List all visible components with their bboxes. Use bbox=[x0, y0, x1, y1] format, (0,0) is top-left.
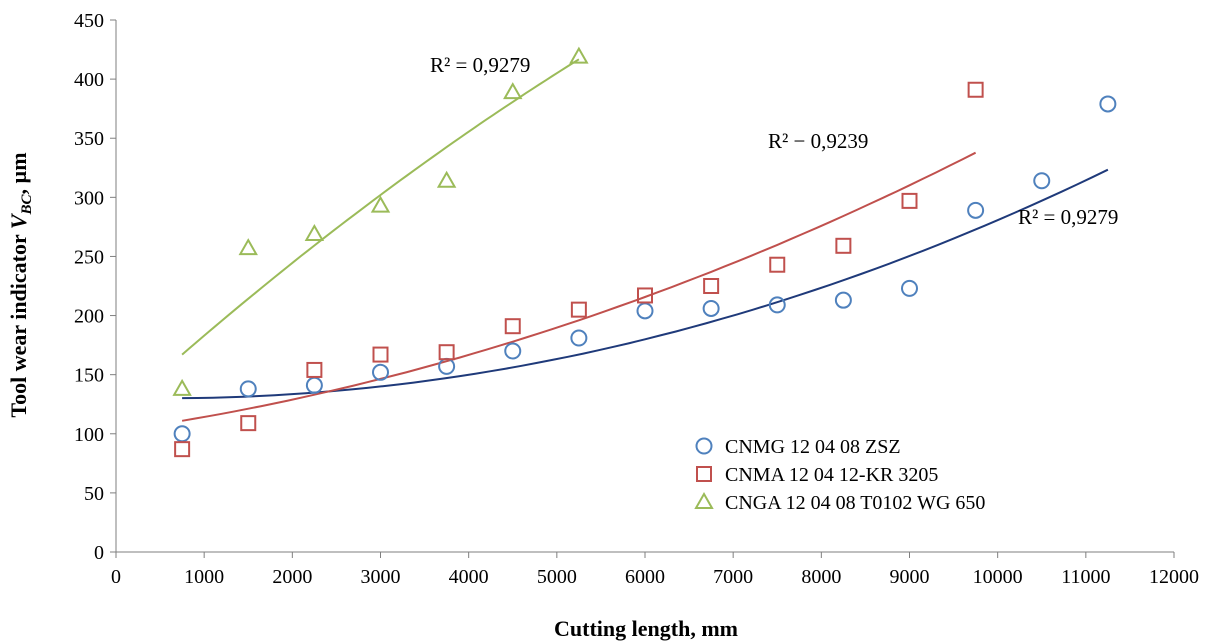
data-point-cnga bbox=[370, 195, 391, 213]
y-tick-label: 350 bbox=[74, 128, 104, 150]
x-tick-label: 2000 bbox=[272, 566, 312, 588]
data-point-cnmg bbox=[636, 302, 654, 320]
y-tick-label: 250 bbox=[74, 246, 104, 268]
y-tick-label: 150 bbox=[74, 365, 104, 387]
legend-marker-cnga bbox=[694, 491, 714, 509]
y-tick-label: 0 bbox=[94, 542, 104, 564]
data-point-cnga bbox=[172, 378, 192, 396]
trendline-cnga bbox=[181, 58, 580, 356]
x-tick-label: 6000 bbox=[625, 566, 665, 588]
data-point-cnma bbox=[769, 256, 786, 273]
legend-label-cnmg: CNMG 12 04 08 ZSZ bbox=[725, 436, 901, 458]
x-tick-label: 8000 bbox=[801, 566, 841, 588]
r2-annotation-cnmg: R² = 0,9279 bbox=[1018, 205, 1118, 229]
data-point-cnmg bbox=[504, 342, 522, 360]
r2-annotation-cnma: R² − 0,9239 bbox=[768, 129, 868, 153]
y-tick-label: 450 bbox=[74, 10, 104, 32]
legend-marker-cnmg bbox=[695, 437, 713, 455]
data-point-cnmg bbox=[372, 363, 389, 381]
data-point-cnma bbox=[372, 346, 389, 363]
data-point-cnga bbox=[503, 82, 523, 100]
data-point-cnmg bbox=[570, 329, 588, 347]
data-point-cnma bbox=[306, 361, 323, 378]
data-point-cnga bbox=[569, 46, 589, 64]
y-tick-label: 300 bbox=[74, 187, 104, 209]
data-point-cnmg bbox=[901, 279, 918, 297]
data-point-cnmg bbox=[239, 380, 257, 398]
r2-annotation-cnga: R² = 0,9279 bbox=[430, 53, 530, 77]
legend-marker-cnma bbox=[696, 466, 712, 482]
y-tick-label: 100 bbox=[74, 424, 104, 446]
data-point-cnmg bbox=[1033, 172, 1051, 190]
x-tick-label: 7000 bbox=[713, 566, 753, 588]
x-tick-label: 5000 bbox=[537, 566, 577, 588]
trendline-cnma bbox=[181, 151, 977, 422]
x-tick-label: 11000 bbox=[1061, 566, 1110, 588]
data-point-cnma bbox=[637, 287, 653, 304]
legend-label-cnga: CNGA 12 04 08 T0102 WG 650 bbox=[725, 492, 985, 514]
data-point-cnma bbox=[438, 344, 455, 361]
y-tick-label: 200 bbox=[74, 306, 104, 328]
x-tick-label: 9000 bbox=[890, 566, 930, 588]
y-tick-label: 400 bbox=[74, 69, 104, 91]
legend: CNMG 12 04 08 ZSZ CNMA 12 04 12-KR 3205 … bbox=[694, 436, 985, 514]
y-axis-title: Tool wear indicator VBC, µm bbox=[6, 152, 35, 417]
data-point-cnmg bbox=[834, 291, 852, 309]
data-point-cnma bbox=[835, 237, 852, 254]
x-tick-label: 3000 bbox=[361, 566, 401, 588]
trendline-cnmg bbox=[182, 168, 1109, 400]
data-point-cnma bbox=[504, 318, 521, 335]
x-tick-label: 12000 bbox=[1149, 566, 1199, 588]
data-point-cnga bbox=[304, 223, 325, 241]
data-point-cnmg bbox=[305, 376, 323, 394]
x-tick-label: 4000 bbox=[449, 566, 489, 588]
x-tick-label: 1000 bbox=[184, 566, 224, 588]
data-point-cnma bbox=[703, 278, 720, 294]
data-point-cnma bbox=[967, 81, 984, 98]
markers bbox=[172, 46, 1117, 458]
data-point-cnmg bbox=[173, 425, 191, 443]
data-point-cnga bbox=[238, 238, 258, 256]
data-point-cnmg bbox=[768, 296, 786, 314]
x-tick-label: 10000 bbox=[973, 566, 1023, 588]
data-point-cnma bbox=[240, 415, 257, 432]
data-point-cnmg bbox=[702, 299, 720, 317]
data-point-cnmg bbox=[1099, 95, 1117, 113]
trendlines bbox=[181, 58, 1109, 422]
x-tick-label: 0 bbox=[111, 566, 121, 588]
data-point-cnmg bbox=[967, 201, 985, 219]
data-point-cnma bbox=[174, 441, 191, 458]
data-point-cnma bbox=[901, 192, 918, 209]
data-point-cnma bbox=[570, 301, 587, 318]
legend-label-cnma: CNMA 12 04 12-KR 3205 bbox=[725, 464, 938, 486]
y-tick-label: 50 bbox=[84, 483, 104, 505]
axes: 0 50 100 150 200 250 300 350 400 450 0 1000 2000 3000… bbox=[74, 10, 1199, 588]
x-axis-title: Cutting length, mm bbox=[554, 616, 738, 641]
data-point-cnga bbox=[436, 170, 457, 188]
